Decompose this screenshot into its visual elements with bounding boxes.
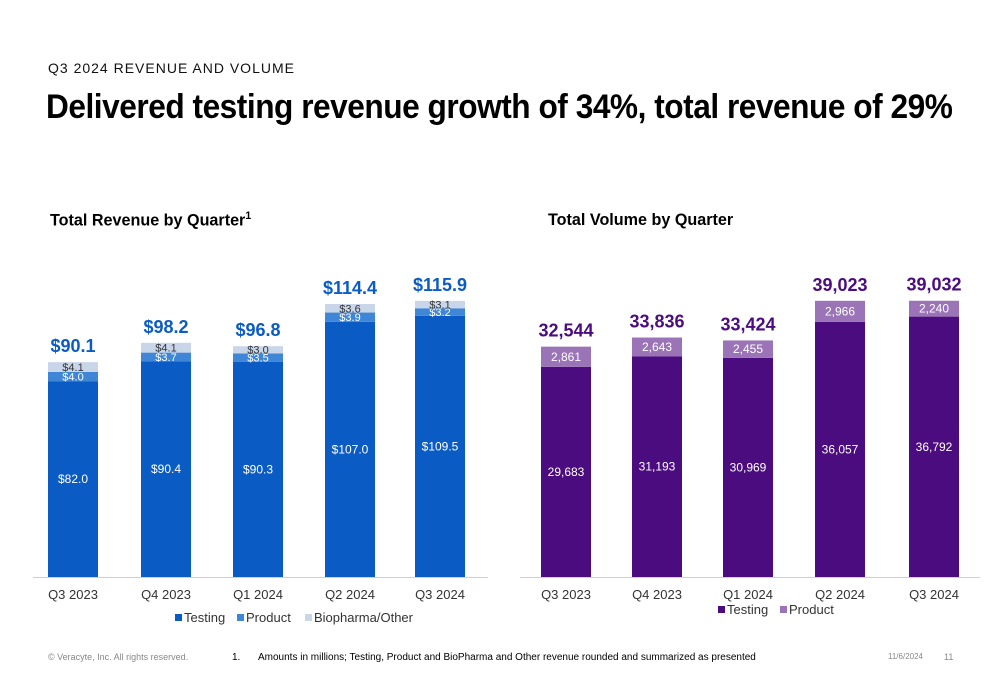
revenue-bar-testing-4 (415, 315, 465, 577)
revenue-total-label-4: $115.9 (413, 275, 467, 295)
volume-category-label-0: Q3 2023 (541, 587, 591, 602)
volume-label-product-2: 2,455 (733, 342, 763, 356)
revenue-bar-biopharma-other-4 (415, 300, 465, 309)
volume-bar-product-2 (723, 340, 773, 358)
revenue-label-product-3: $3.9 (339, 312, 360, 324)
revenue-bar-biopharma-other-3 (325, 303, 375, 313)
revenue-bar-product-1 (141, 352, 191, 362)
revenue-bar-biopharma-other-1 (141, 342, 191, 353)
volume-label-testing-3: 36,057 (822, 442, 859, 456)
page-title: Delivered testing revenue growth of 34%,… (46, 88, 953, 126)
volume-label-product-1: 2,643 (642, 340, 672, 354)
revenue-total-label-0: $90.1 (50, 336, 95, 356)
volume-bar-testing-0 (541, 366, 591, 577)
revenue-bar-product-2 (233, 353, 283, 362)
copyright-text: © Veracyte, Inc. All rights reserved. (48, 652, 189, 662)
volume-bar-testing-4 (909, 316, 959, 577)
volume-category-label-1: Q4 2023 (632, 587, 682, 602)
volume-chart-title: Total Volume by Quarter (548, 210, 734, 229)
volume-bar-product-1 (632, 337, 682, 357)
revenue-legend-label-0: Testing (184, 610, 225, 625)
revenue-bar-testing-1 (141, 361, 191, 577)
volume-legend-swatch-1 (780, 606, 787, 613)
revenue-label-biopharma-other-3: $3.6 (339, 303, 360, 315)
revenue-bar-testing-2 (233, 361, 283, 577)
revenue-bar-product-4 (415, 308, 465, 316)
revenue-legend-label-1: Product (246, 610, 291, 625)
volume-total-label-3: 39,023 (812, 275, 867, 295)
volume-label-product-0: 2,861 (551, 350, 581, 364)
revenue-label-biopharma-other-1: $4.1 (155, 343, 176, 355)
revenue-label-product-4: $3.2 (429, 307, 450, 319)
volume-label-testing-0: 29,683 (548, 465, 585, 479)
revenue-label-product-1: $3.7 (155, 352, 176, 364)
volume-legend-label-0: Testing (727, 602, 768, 617)
revenue-bar-testing-3 (325, 321, 375, 577)
footnote-number: 1. (232, 652, 241, 663)
revenue-legend-swatch-2 (305, 614, 312, 621)
volume-category-label-2: Q1 2024 (723, 587, 773, 602)
revenue-bar-product-3 (325, 312, 375, 322)
footnote: 1. Amounts in millions; Testing, Product … (232, 652, 756, 663)
revenue-label-testing-1: $90.4 (151, 462, 181, 476)
revenue-chart-title-text: Total Revenue by Quarter (50, 210, 246, 230)
volume-legend-swatch-0 (718, 606, 725, 613)
revenue-label-biopharma-other-4: $3.1 (429, 300, 450, 312)
revenue-category-label-2: Q1 2024 (233, 587, 283, 602)
volume-bar-testing-3 (815, 321, 865, 577)
revenue-category-label-0: Q3 2023 (48, 587, 98, 602)
volume-bar-testing-2 (723, 357, 773, 577)
revenue-label-testing-4: $109.5 (422, 439, 459, 453)
volume-label-testing-1: 31,193 (639, 460, 676, 474)
volume-bar-product-4 (909, 300, 959, 317)
revenue-label-testing-2: $90.3 (243, 462, 273, 476)
revenue-label-product-2: $3.5 (247, 352, 268, 364)
revenue-bar-biopharma-other-2 (233, 346, 283, 354)
revenue-category-label-3: Q2 2024 (325, 587, 375, 602)
revenue-category-label-1: Q4 2023 (141, 587, 191, 602)
volume-total-label-4: 39,032 (906, 275, 961, 295)
volume-legend-label-1: Product (789, 602, 834, 617)
volume-total-label-0: 32,544 (538, 321, 593, 341)
revenue-bar-product-0 (48, 371, 98, 382)
volume-category-label-3: Q2 2024 (815, 587, 865, 602)
revenue-total-label-2: $96.8 (235, 320, 280, 340)
revenue-label-testing-3: $107.0 (332, 442, 369, 456)
volume-total-label-2: 33,424 (720, 314, 775, 334)
revenue-total-label-3: $114.4 (323, 278, 377, 298)
revenue-bar-testing-0 (48, 381, 98, 577)
footer-date: 11/6/2024 (888, 652, 923, 661)
revenue-legend-label-2: Biopharma/Other (314, 610, 414, 625)
volume-bar-product-3 (815, 300, 865, 322)
revenue-legend-swatch-0 (175, 614, 182, 621)
revenue-label-testing-0: $82.0 (58, 472, 88, 486)
revenue-chart-title-superscript: 1 (245, 210, 252, 222)
volume-bar-testing-1 (632, 356, 682, 577)
revenue-total-label-1: $98.2 (143, 317, 188, 337)
volume-label-product-4: 2,240 (919, 302, 949, 316)
volume-label-testing-2: 30,969 (730, 460, 767, 474)
volume-bar-product-0 (541, 346, 591, 367)
volume-category-label-4: Q3 2024 (909, 587, 959, 602)
page-eyebrow: Q3 2024 REVENUE AND VOLUME (48, 60, 295, 76)
revenue-bar-biopharma-other-0 (48, 362, 98, 372)
volume-label-product-3: 2,966 (825, 304, 855, 318)
revenue-category-label-4: Q3 2024 (415, 587, 465, 602)
page-number: 11 (944, 652, 954, 662)
revenue-label-biopharma-other-2: $3.0 (247, 345, 268, 357)
revenue-label-biopharma-other-0: $4.1 (62, 362, 83, 374)
volume-label-testing-4: 36,792 (916, 440, 953, 454)
footnote-text: Amounts in millions; Testing, Product an… (258, 652, 756, 663)
revenue-legend-swatch-1 (237, 614, 244, 621)
volume-total-label-1: 33,836 (629, 312, 684, 332)
revenue-chart-title: Total Revenue by Quarter1 (50, 210, 251, 231)
revenue-label-product-0: $4.0 (62, 372, 83, 384)
